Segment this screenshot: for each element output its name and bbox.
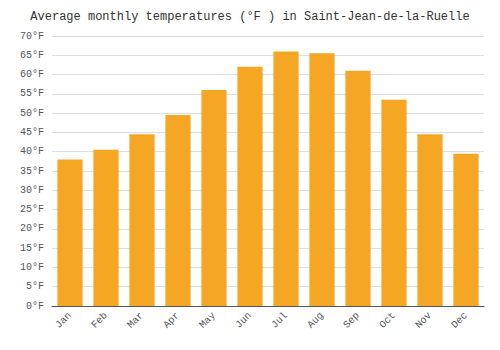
- svg-text:Jun: Jun: [233, 310, 253, 330]
- svg-text:10°F: 10°F: [20, 262, 44, 273]
- svg-text:40°F: 40°F: [20, 146, 44, 157]
- svg-text:Apr: Apr: [161, 310, 181, 330]
- svg-text:30°F: 30°F: [20, 185, 44, 196]
- svg-text:Mar: Mar: [125, 310, 145, 330]
- svg-text:65°F: 65°F: [20, 50, 44, 61]
- svg-text:5°F: 5°F: [26, 281, 44, 292]
- svg-text:Aug: Aug: [305, 310, 325, 330]
- svg-text:50°F: 50°F: [20, 108, 44, 119]
- svg-text:May: May: [197, 310, 217, 330]
- svg-text:60°F: 60°F: [20, 69, 44, 80]
- svg-text:Jan: Jan: [53, 310, 73, 330]
- svg-text:55°F: 55°F: [20, 88, 44, 99]
- svg-text:Feb: Feb: [89, 310, 109, 330]
- svg-text:20°F: 20°F: [20, 223, 44, 234]
- svg-text:0°F: 0°F: [26, 301, 44, 312]
- svg-text:35°F: 35°F: [20, 166, 44, 177]
- svg-text:Oct: Oct: [377, 310, 397, 330]
- svg-text:70°F: 70°F: [20, 31, 44, 42]
- svg-text:Nov: Nov: [413, 310, 433, 330]
- svg-text:45°F: 45°F: [20, 127, 44, 138]
- svg-text:25°F: 25°F: [20, 204, 44, 215]
- svg-text:Sep: Sep: [341, 310, 361, 330]
- svg-text:Average monthly temperatures (: Average monthly temperatures (°F ) in Sa…: [30, 10, 469, 24]
- svg-text:Jul: Jul: [269, 310, 289, 330]
- svg-text:Dec: Dec: [449, 310, 469, 330]
- svg-text:15°F: 15°F: [20, 243, 44, 254]
